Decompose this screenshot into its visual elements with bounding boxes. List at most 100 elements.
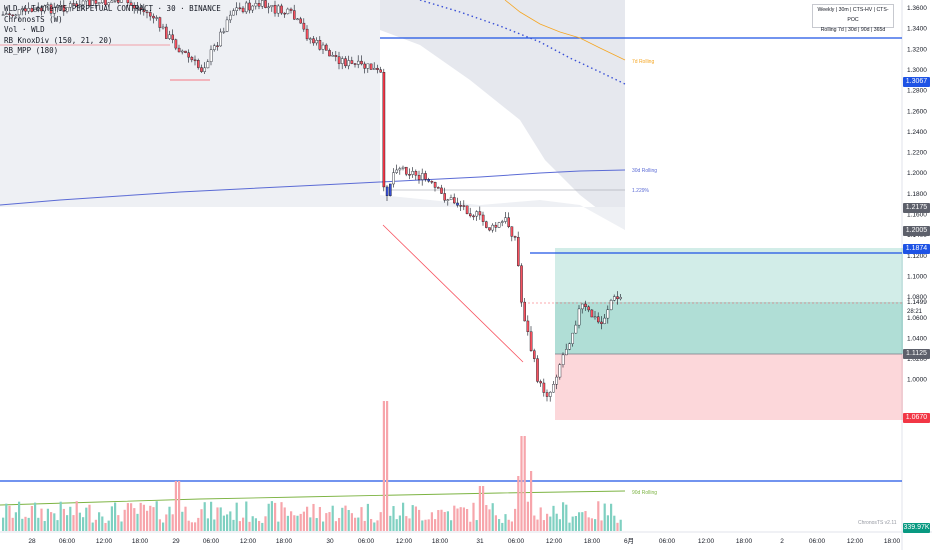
volume-bar: [50, 512, 53, 531]
candle-body: [469, 213, 472, 217]
candle-body: [446, 199, 450, 201]
candle-body: [104, 0, 107, 6]
volume-bar: [14, 512, 17, 531]
candle-body: [212, 45, 216, 50]
volume-bar: [222, 515, 225, 531]
time-tick-label: 06:00: [59, 538, 76, 545]
volume-bar: [184, 506, 187, 531]
candle-body: [116, 0, 120, 3]
indicator-chronosts[interactable]: ChronosTS (W): [4, 14, 63, 24]
volume-bar: [437, 510, 440, 531]
candle-body: [14, 14, 18, 17]
candle-body: [132, 5, 136, 9]
volume-bar: [376, 520, 379, 531]
candle-body: [129, 2, 133, 6]
candle-body: [360, 60, 363, 65]
volume-bar: [293, 515, 296, 531]
volume-bar: [267, 503, 270, 531]
volume-bar: [590, 518, 593, 531]
candle-body: [264, 0, 267, 8]
volume-bar: [283, 507, 286, 531]
volume-bar: [571, 516, 574, 531]
candle-body: [619, 297, 622, 300]
info-row-1: Weekly | 30m | CTS-HV | CTS-POC: [817, 7, 889, 23]
candle-body: [283, 12, 287, 15]
chart-legend[interactable]: WLD / TetherUS PERPETUAL CONTRACT · 30 ·…: [4, 4, 221, 57]
price-badge-b4: 1.1874: [903, 244, 930, 254]
volume-bar: [610, 503, 613, 531]
volume-bar: [216, 507, 219, 531]
volume-bar: [178, 481, 181, 531]
time-axis[interactable]: 28 06:00 12:00 18:00 29 06:00 12:00 18:00 30 06:0…: [28, 537, 900, 545]
volume-bar: [533, 515, 536, 531]
time-tick-label: 2: [780, 538, 784, 545]
rolling-30d-line: [0, 169, 626, 206]
indicator-knoxdiv[interactable]: RB_KnoxDiv (150, 21, 20): [4, 35, 113, 45]
price-tick-label: 1.3200: [907, 46, 927, 53]
volume-bar: [472, 502, 475, 531]
candle-body: [341, 58, 344, 64]
candle-body: [174, 39, 178, 49]
candle-body: [523, 301, 526, 322]
volume-bar: [280, 502, 283, 531]
time-tick-label: 28: [28, 538, 36, 545]
candle-body: [293, 10, 296, 20]
volume-bar: [306, 506, 309, 531]
volume-bar: [386, 401, 389, 531]
candle-body: [379, 69, 383, 73]
volume-bar: [517, 476, 520, 531]
candle-body: [414, 171, 418, 176]
price-axis-panel[interactable]: [902, 0, 932, 550]
volume-bar: [203, 502, 206, 531]
candle-body: [244, 2, 248, 13]
indicator-volume[interactable]: Vol · WLD: [4, 25, 45, 34]
volume-bar: [424, 519, 427, 531]
volume-bar: [94, 519, 97, 531]
loss-zone: [555, 354, 903, 420]
candle-body: [328, 50, 331, 57]
value-area-cloud-lower: [380, 195, 625, 230]
candle-body: [366, 63, 370, 69]
volume-bar: [24, 516, 27, 531]
volume-bar: [286, 515, 289, 531]
symbol-title[interactable]: WLD / TetherUS PERPETUAL CONTRACT · 30 ·…: [4, 4, 221, 13]
candle-body: [196, 60, 200, 68]
candle-body: [401, 166, 405, 169]
indicator-mpp[interactable]: RB_MPP (180): [4, 46, 59, 55]
volume-bar: [27, 517, 30, 531]
candle-body: [558, 364, 562, 378]
volume-bar: [200, 509, 203, 531]
candle-body: [545, 392, 549, 397]
volume-bar: [344, 505, 347, 531]
candle-body: [584, 303, 587, 308]
volume-bar: [322, 521, 325, 531]
volume-bar: [155, 501, 158, 531]
candle-body: [539, 381, 542, 384]
volume-bar: [238, 521, 241, 531]
volume-bar: [270, 501, 273, 531]
price-tick-label: 1.3400: [907, 26, 927, 33]
volume-bar: [325, 513, 328, 531]
time-tick-label: 06:00: [203, 538, 220, 545]
candle-body: [411, 171, 415, 175]
candle-body: [593, 316, 597, 318]
candle-body: [78, 4, 82, 7]
volume-bar: [530, 471, 533, 531]
candle-body: [24, 8, 27, 12]
candle-body: [389, 183, 392, 196]
volume-bar: [66, 515, 69, 531]
time-tick-label: 12:00: [396, 538, 413, 545]
candlestick-series[interactable]: [1, 0, 622, 402]
candle-body: [331, 55, 335, 57]
volume-bar: [162, 522, 165, 531]
rolling-90d-label: 90d Rolling: [632, 490, 657, 496]
volume-bar: [226, 514, 229, 531]
candle-body: [350, 60, 354, 64]
time-tick-label: 18:00: [276, 538, 293, 545]
volume-bar: [43, 521, 46, 531]
volume-bar: [616, 522, 619, 531]
volume-bar: [261, 522, 264, 531]
candle-body: [62, 5, 66, 12]
candle-body: [520, 265, 523, 303]
